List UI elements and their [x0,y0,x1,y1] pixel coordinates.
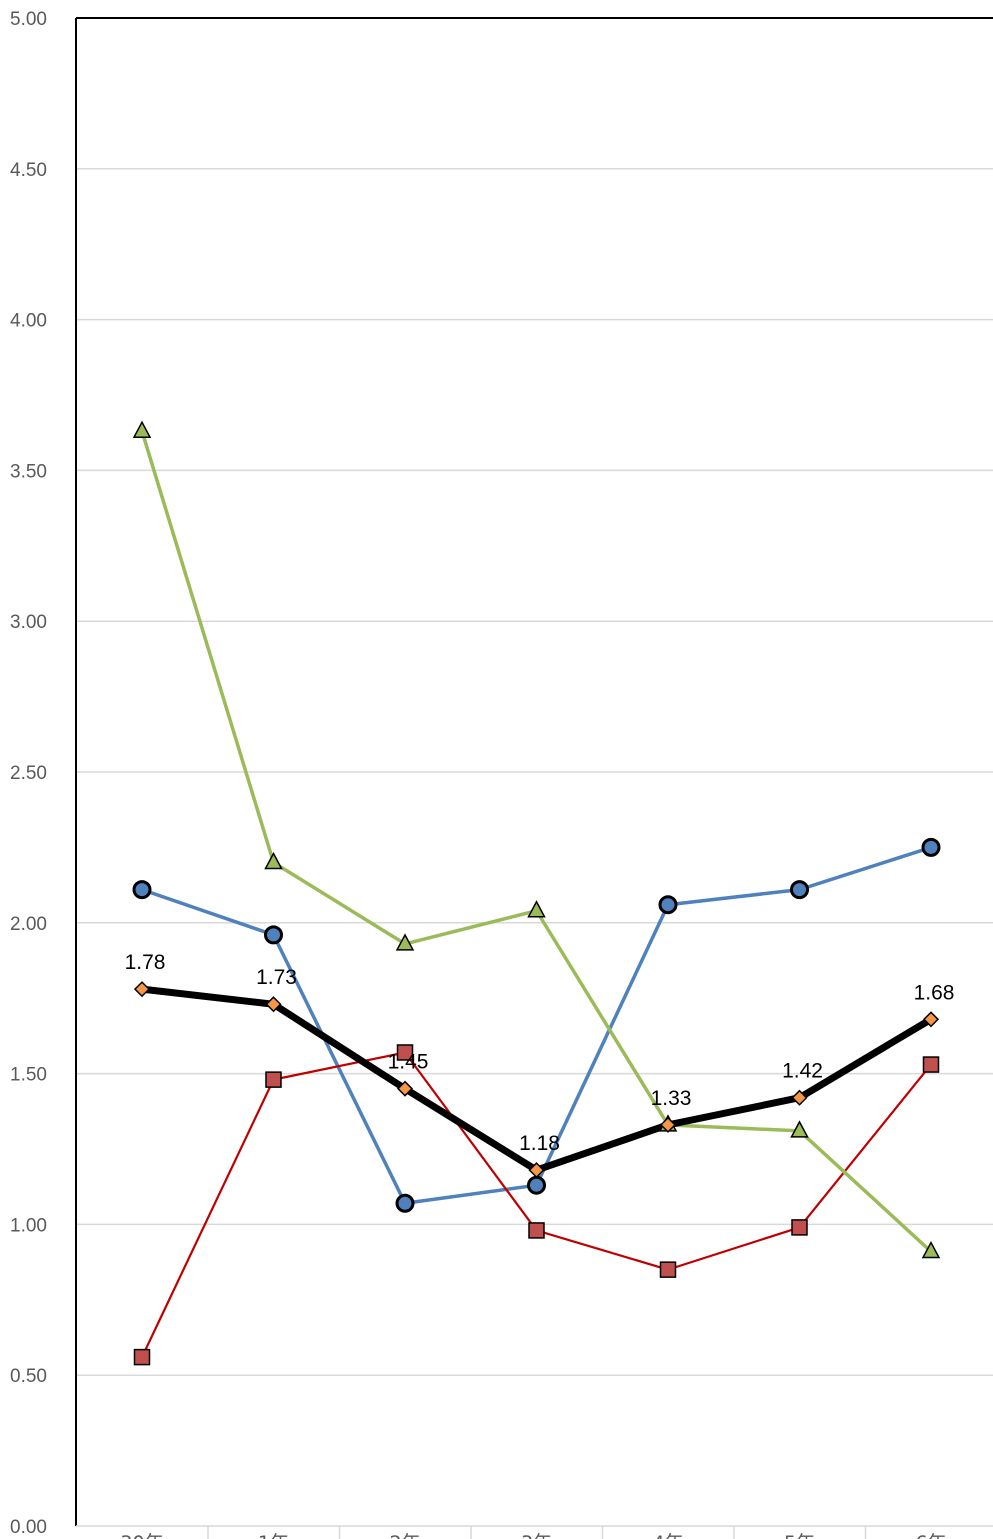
data-label: 1.78 [125,951,166,974]
point-circle [395,1193,415,1213]
point-diamond [396,1080,414,1097]
point-circle [790,880,809,900]
point-diamond [528,1162,545,1179]
point-diamond [922,1011,940,1028]
y-tick-label: 2.50 [10,763,47,784]
series-line-square [141,1051,932,1358]
data-label: 1.68 [914,981,955,1004]
point-diamond [133,981,151,998]
y-tick-label: 5.00 [10,9,47,30]
point-square [265,1071,282,1088]
x-category-label: 30年 [120,1532,163,1539]
point-triangle [790,1120,809,1138]
data-label: 1.45 [388,1051,429,1074]
point-square [659,1261,677,1278]
x-category-label: 4年 [652,1532,683,1539]
point-circle [264,925,283,945]
point-square [791,1219,808,1236]
point-square [922,1056,940,1073]
point-triangle [264,851,283,870]
y-tick-label: 0.00 [10,1517,47,1538]
data-label: 1.33 [651,1087,692,1110]
point-circle [921,837,941,857]
data-labels: 1.78 1.73 1.45 1.18 1.33 1.42 1.68 [125,951,955,1155]
point-diamond [791,1089,808,1106]
data-label: 1.18 [519,1132,560,1155]
x-category-label: 2年 [389,1532,420,1539]
y-tick-label: 4.00 [10,311,47,332]
point-triangle [527,900,546,918]
x-category-label: 1年 [258,1532,289,1539]
y-tick-label: 4.50 [10,160,47,181]
x-category-label: 5年 [784,1532,815,1539]
y-tick-label: 1.50 [10,1065,47,1086]
series-layer [132,420,941,1366]
gridlines [75,17,993,1527]
point-triangle [921,1240,941,1259]
point-square [396,1044,414,1061]
y-tick-label: 3.50 [10,461,47,482]
x-category-label: 6年 [915,1532,946,1539]
x-axis-categories: 30年 1年 2年 3年 4年 5年 6年 [120,1526,947,1539]
point-triangle [395,933,415,951]
series-line-triangle [140,430,933,1253]
point-circle [527,1175,546,1195]
point-circle [658,895,678,915]
point-square [133,1348,151,1366]
y-tick-label: 0.50 [10,1366,47,1387]
data-label: 1.42 [782,1060,823,1083]
y-axis-ticks: 0.00 0.50 1.00 1.50 2.00 2.50 3.00 3.50 4.00 4.50… [10,9,47,1538]
x-category-label: 3年 [521,1532,552,1539]
point-diamond [265,996,282,1013]
data-label: 1.73 [256,966,297,989]
y-tick-label: 3.00 [10,612,47,633]
point-circle [132,880,152,900]
point-triangle [132,420,152,438]
y-tick-label: 2.00 [10,914,47,935]
point-diamond [659,1116,677,1133]
point-square [528,1222,545,1239]
y-tick-label: 1.00 [10,1215,47,1236]
